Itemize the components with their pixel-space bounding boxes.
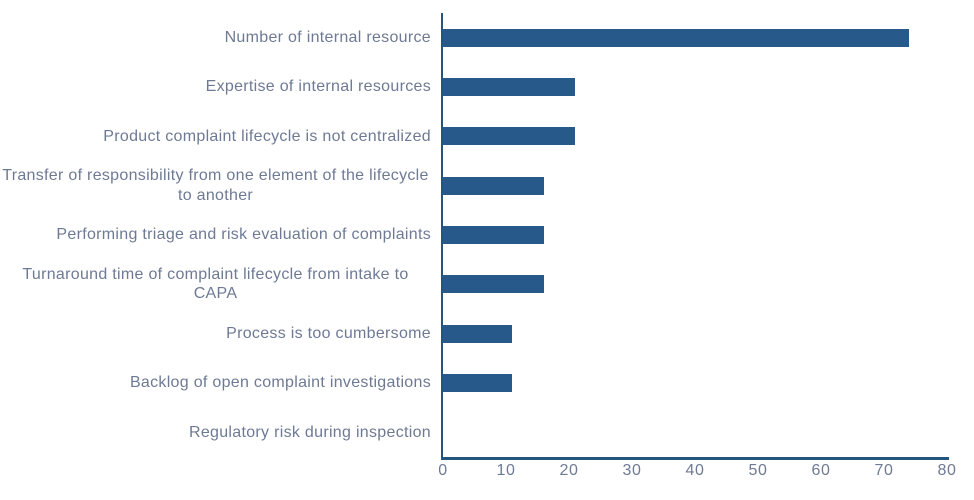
x-tick-label: 60 xyxy=(811,462,831,479)
bar-row: Expertise of internal resources xyxy=(0,62,947,111)
bar-track xyxy=(443,210,947,259)
bar-track xyxy=(443,358,947,407)
bar xyxy=(443,77,576,96)
bar xyxy=(443,324,513,343)
bar xyxy=(443,373,513,392)
category-label-text: Transfer of responsibility from one elem… xyxy=(2,167,429,204)
bar-track xyxy=(443,408,947,457)
bar xyxy=(443,28,910,47)
bar-row: Product complaint lifecycle is not centr… xyxy=(0,112,947,161)
bar xyxy=(443,275,544,294)
bar xyxy=(443,127,576,146)
x-tick-label: 70 xyxy=(874,462,894,479)
bar xyxy=(443,225,544,244)
category-label: Turnaround time of complaint lifecycle f… xyxy=(0,265,443,304)
category-label-text: Turnaround time of complaint lifecycle f… xyxy=(22,265,409,303)
category-label: Process is too cumbersome xyxy=(0,324,443,344)
category-label-text: Performing triage and risk evaluation of… xyxy=(56,226,431,244)
x-axis-tick-labels: 0 10 20 30 40 50 60 70 80 xyxy=(438,462,956,484)
bar-track xyxy=(443,260,947,309)
x-tick-label: 0 xyxy=(438,462,448,479)
x-tick-label: 50 xyxy=(748,462,768,479)
bar-track xyxy=(443,112,947,161)
chart-rows: Number of internal resource Expertise of … xyxy=(0,13,947,457)
category-label: Expertise of internal resources xyxy=(0,77,443,97)
x-tick-label: 10 xyxy=(496,462,516,479)
bar-track xyxy=(443,62,947,111)
category-label-text: Backlog of open complaint investigations xyxy=(129,374,431,392)
bar-track xyxy=(443,13,947,62)
category-label-text: Regulatory risk during inspection xyxy=(188,423,431,441)
category-label-text: Process is too cumbersome xyxy=(226,324,431,342)
category-label: Product complaint lifecycle is not centr… xyxy=(0,127,443,147)
category-label: Transfer of responsibility from one elem… xyxy=(0,166,443,205)
category-label: Regulatory risk during inspection xyxy=(0,423,443,443)
category-label: Performing triage and risk evaluation of… xyxy=(0,225,443,245)
bar-row: Performing triage and risk evaluation of… xyxy=(0,210,947,259)
bar xyxy=(443,176,544,195)
category-label-text: Expertise of internal resources xyxy=(205,78,431,96)
bar-row: Turnaround time of complaint lifecycle f… xyxy=(0,260,947,309)
x-tick-label: 40 xyxy=(685,462,705,479)
bar-row: Process is too cumbersome xyxy=(0,309,947,358)
x-tick-label: 30 xyxy=(622,462,642,479)
category-label: Number of internal resource xyxy=(0,28,443,48)
bar-track xyxy=(443,161,947,210)
x-tick-label: 80 xyxy=(937,462,957,479)
category-label-text: Product complaint lifecycle is not centr… xyxy=(103,127,431,145)
bar-row: Number of internal resource xyxy=(0,13,947,62)
x-tick-label: 20 xyxy=(559,462,579,479)
category-label: Backlog of open complaint investigations xyxy=(0,373,443,393)
category-label-text: Number of internal resource xyxy=(224,28,431,46)
bar-row: Backlog of open complaint investigations xyxy=(0,358,947,407)
bar-row: Transfer of responsibility from one elem… xyxy=(0,161,947,210)
bar-track xyxy=(443,309,947,358)
bar-row: Regulatory risk during inspection xyxy=(0,408,947,457)
